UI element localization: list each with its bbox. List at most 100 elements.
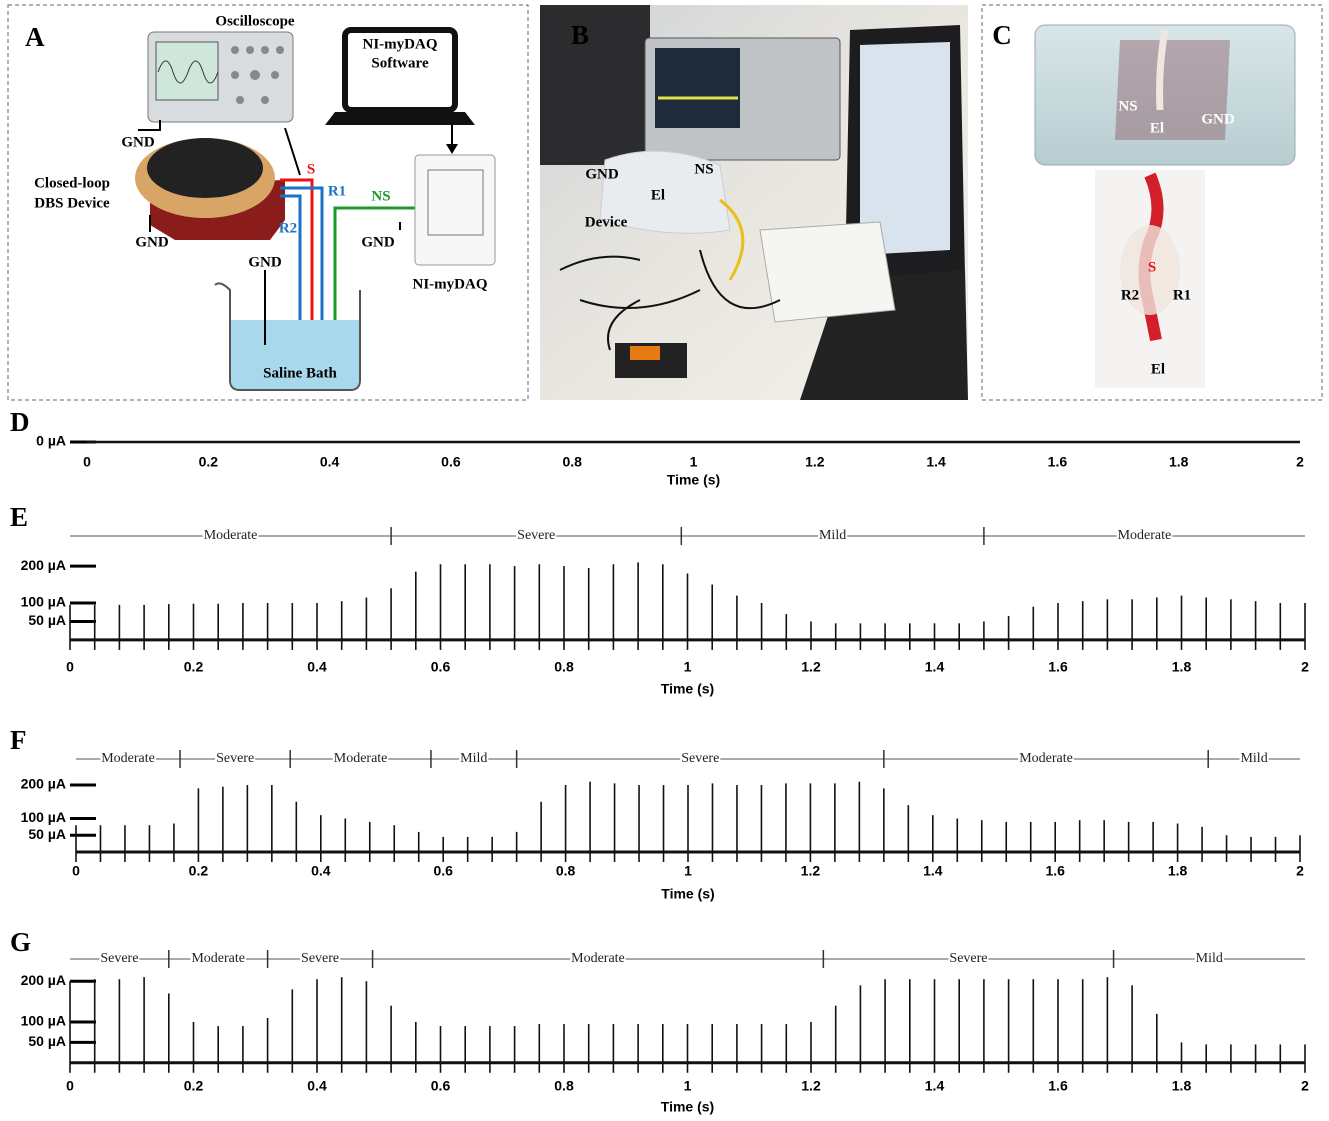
label: GND: [121, 134, 155, 150]
y-tick-label: 100 µA: [21, 809, 66, 825]
panel-letter: D: [10, 407, 30, 437]
label: Software: [371, 55, 429, 71]
x-tick-label: 0.4: [311, 863, 331, 879]
segment-label: Mild: [460, 751, 487, 766]
label: S: [307, 161, 315, 177]
x-tick-label: 1.6: [1045, 863, 1065, 879]
label: NI-myDAQ: [413, 276, 488, 292]
x-tick-label: 1.6: [1048, 1078, 1068, 1094]
x-tick-label: 2: [1296, 863, 1304, 879]
x-tick-label: 0.6: [431, 659, 451, 675]
y-tick-label: 100 µA: [21, 1013, 66, 1029]
laptop-base: [325, 112, 475, 125]
probe: [285, 128, 300, 175]
chart: D0 µA00.20.40.60.811.21.41.61.82Time (s): [10, 407, 1304, 488]
x-tick-label: 1.8: [1169, 454, 1189, 470]
segment-label: Mild: [1240, 751, 1267, 766]
x-tick-label: 1.4: [926, 454, 946, 470]
label: DBS Device: [34, 195, 110, 211]
label: GND: [248, 254, 282, 270]
x-tick-label: 0.6: [433, 863, 453, 879]
x-tick-label: 0.4: [307, 1078, 327, 1094]
segment-label: Severe: [100, 951, 138, 966]
y-tick-label: 50 µA: [28, 1033, 66, 1049]
screen: [156, 42, 218, 100]
photo-screen: [655, 48, 740, 128]
label: El: [1150, 120, 1164, 136]
label: El: [1151, 361, 1165, 377]
figure: A Oscilloscope GND NI-myDAQ Software Clo…: [0, 0, 1329, 1121]
x-tick-label: 1.6: [1048, 659, 1068, 675]
panel-letter: F: [10, 725, 27, 755]
panel-letter: C: [992, 20, 1012, 50]
label: GND: [361, 234, 395, 250]
device-battery: [147, 138, 263, 198]
label: R1: [328, 183, 346, 199]
segment-label: Moderate: [1118, 528, 1172, 543]
segment-label: Severe: [517, 528, 555, 543]
segment-label: Mild: [1196, 951, 1223, 966]
panel-letter: E: [10, 502, 28, 532]
segment-label: Severe: [681, 751, 719, 766]
x-tick-label: 0.4: [320, 454, 340, 470]
y-tick-label: 100 µA: [21, 594, 66, 610]
y-tick-label: 200 µA: [21, 972, 66, 988]
y-tick-label: 50 µA: [28, 612, 66, 628]
x-tick-label: 0: [72, 863, 80, 879]
segment-label: Severe: [216, 751, 254, 766]
label: GND: [1201, 111, 1235, 127]
label: R1: [1173, 287, 1191, 303]
arrowhead: [446, 144, 458, 154]
label: Saline Bath: [263, 365, 337, 381]
x-tick-label: 1: [690, 454, 698, 470]
x-tick-label: 1.8: [1168, 863, 1188, 879]
label: GND: [585, 166, 619, 182]
label: NI-myDAQ: [363, 36, 438, 52]
x-tick-label: 2: [1301, 1078, 1309, 1094]
x-tick-label: 1.4: [925, 659, 945, 675]
x-tick-label: 2: [1301, 659, 1309, 675]
segment-label: Moderate: [571, 951, 625, 966]
photo-battery-label: [630, 346, 660, 360]
x-tick-label: 0: [66, 659, 74, 675]
segment-label: Moderate: [101, 751, 155, 766]
x-tick-label: 0.8: [554, 659, 574, 675]
label: R2: [1121, 287, 1139, 303]
x-axis-title: Time (s): [661, 1099, 714, 1115]
panel-letter: G: [10, 927, 31, 957]
x-tick-label: 1.4: [923, 863, 943, 879]
label: Closed-loop: [34, 175, 110, 191]
y-tick-label: 50 µA: [28, 826, 66, 842]
x-tick-label: 1.8: [1172, 1078, 1192, 1094]
x-tick-label: 1: [684, 1078, 692, 1094]
x-axis-title: Time (s): [667, 472, 720, 488]
label: S: [1148, 259, 1156, 275]
segment-label: Moderate: [191, 951, 245, 966]
segment-label: Severe: [301, 951, 339, 966]
segment-label: Moderate: [334, 751, 388, 766]
x-tick-label: 0.2: [184, 1078, 204, 1094]
panel-b: B GND NS El Device: [540, 5, 968, 400]
chart: G200 µA100 µA50 µA00.20.40.60.811.21.41.…: [10, 927, 1309, 1115]
x-tick-label: 1.2: [801, 863, 821, 879]
y-tick-label: 200 µA: [21, 776, 66, 792]
panel-a: A Oscilloscope GND NI-myDAQ Software Clo…: [8, 5, 528, 400]
label: NS: [371, 188, 390, 204]
panel-c: C NS El GND S R2 R1 El: [982, 5, 1322, 400]
x-tick-label: 0.8: [562, 454, 582, 470]
label: NS: [1118, 98, 1137, 114]
x-tick-label: 0.2: [199, 454, 219, 470]
x-tick-label: 1.2: [805, 454, 825, 470]
x-axis-title: Time (s): [661, 681, 714, 697]
x-tick-label: 0.6: [441, 454, 461, 470]
x-tick-label: 0.8: [556, 863, 576, 879]
segment-label: Mild: [819, 528, 846, 543]
x-axis-title: Time (s): [661, 886, 714, 902]
x-tick-label: 1.8: [1172, 659, 1192, 675]
x-tick-label: 1.6: [1048, 454, 1068, 470]
y-tick-label: 200 µA: [21, 557, 66, 573]
x-tick-label: 0: [83, 454, 91, 470]
label: Oscilloscope: [215, 13, 295, 29]
